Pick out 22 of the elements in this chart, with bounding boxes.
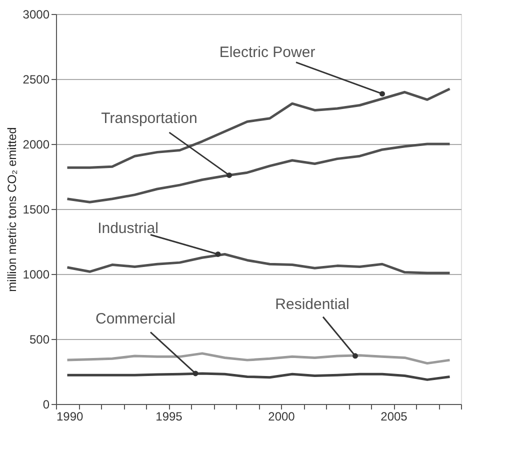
y-tick-label: 2500 [22, 72, 50, 86]
y-tick-label: 2000 [22, 138, 50, 152]
line-series [66, 352, 451, 365]
x-tick-label: 2005 [380, 410, 408, 424]
x-tick-label: 1995 [156, 410, 183, 424]
x-tick-label: 2000 [268, 410, 296, 424]
y-axis-title: million metric tons CO₂ emitted [4, 127, 19, 292]
line-series [66, 142, 451, 204]
annotation: Electric Power [219, 44, 316, 61]
y-tick-label: 1500 [22, 202, 50, 216]
y-tick-label: 500 [29, 332, 50, 346]
annotation: Industrial [98, 220, 158, 238]
line-series [66, 88, 451, 169]
line-series [66, 252, 451, 274]
annotation: Transportation [101, 110, 198, 128]
y-tick-label: 1000 [22, 268, 50, 282]
annotation: Residential [275, 296, 350, 313]
y-tick-label: 3000 [22, 8, 50, 22]
y-tick-label: 0 [42, 398, 50, 412]
annotation: Commercial [95, 310, 176, 328]
line-series [66, 372, 451, 381]
x-tick-label: 1990 [56, 410, 84, 424]
